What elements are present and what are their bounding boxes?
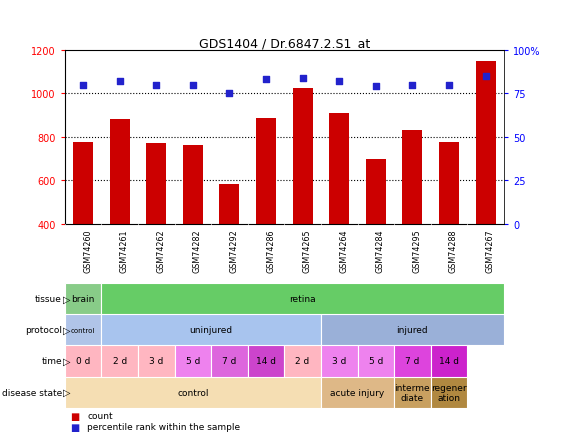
Text: GSM74282: GSM74282 [193,229,202,273]
Bar [65,314,101,345]
Bar [73,143,93,224]
Bar [284,345,321,377]
Text: time: time [41,357,62,365]
Text: GSM74262: GSM74262 [157,229,165,273]
Text: 14 d: 14 d [256,357,276,365]
Bar [211,345,248,377]
Text: control: control [177,388,208,397]
Text: control: control [71,327,95,333]
Text: GSM74260: GSM74260 [83,229,92,273]
Bar [366,159,386,224]
Bar [101,345,138,377]
Bar [175,345,211,377]
Text: 0 d: 0 d [76,357,90,365]
Point [445,82,454,89]
Text: GSM74261: GSM74261 [120,229,128,273]
Bar [321,377,394,408]
Bar [476,62,495,224]
Bar [220,184,239,224]
Text: GSM74288: GSM74288 [449,229,458,273]
Text: ■: ■ [70,411,79,421]
Bar [256,119,276,224]
Bar [138,345,175,377]
Text: 7 d: 7 d [405,357,419,365]
Point [79,82,88,89]
Bar [403,131,422,224]
Text: tissue: tissue [35,294,62,303]
Text: 5 d: 5 d [186,357,200,365]
Text: disease state: disease state [2,388,62,397]
Point [481,73,490,80]
Text: interme
diate: interme diate [395,383,430,401]
Text: acute injury: acute injury [330,388,385,397]
Text: 14 d: 14 d [439,357,459,365]
Text: 5 d: 5 d [369,357,383,365]
Bar [65,345,101,377]
Text: 7 d: 7 d [222,357,236,365]
Text: ▷: ▷ [63,356,70,366]
Bar [431,377,467,408]
Text: ▷: ▷ [63,325,70,335]
Point [372,84,381,91]
Bar [321,345,358,377]
Text: injured: injured [396,326,428,334]
Text: GSM74292: GSM74292 [230,229,238,273]
Text: brain: brain [72,294,95,303]
Text: protocol: protocol [25,326,62,334]
Text: count: count [87,411,113,420]
Point [408,82,417,89]
Bar [321,314,504,345]
Text: GSM74284: GSM74284 [376,229,385,273]
Text: 3 d: 3 d [149,357,163,365]
Bar [248,345,284,377]
Text: ▷: ▷ [63,388,70,397]
Bar [110,120,129,224]
Text: ▷: ▷ [63,294,70,303]
Bar [183,145,203,224]
Point [152,82,161,89]
Text: GSM74265: GSM74265 [303,229,311,273]
Bar [431,345,467,377]
Title: GDS1404 / Dr.6847.2.S1_at: GDS1404 / Dr.6847.2.S1_at [199,36,370,49]
Bar [394,345,431,377]
Bar [293,89,312,224]
Point [261,77,270,84]
Text: percentile rank within the sample: percentile rank within the sample [87,422,240,431]
Bar [65,377,321,408]
Text: GSM74267: GSM74267 [485,229,494,273]
Text: GSM74295: GSM74295 [412,229,421,273]
Bar [439,143,459,224]
Point [225,91,234,98]
Text: GSM74264: GSM74264 [339,229,348,273]
Bar [329,114,349,224]
Text: regener
ation: regener ation [431,383,467,401]
Bar [394,377,431,408]
Text: uninjured: uninjured [190,326,233,334]
Text: 3 d: 3 d [332,357,346,365]
Point [334,79,343,85]
Bar [146,144,166,224]
Text: 2 d: 2 d [113,357,127,365]
Bar [65,283,101,314]
Text: retina: retina [289,294,316,303]
Text: 2 d: 2 d [296,357,310,365]
Point [298,75,307,82]
Point [115,79,124,85]
Text: GSM74286: GSM74286 [266,229,275,273]
Text: ■: ■ [70,421,79,431]
Point [188,82,197,89]
Bar [101,314,321,345]
Bar [358,345,394,377]
